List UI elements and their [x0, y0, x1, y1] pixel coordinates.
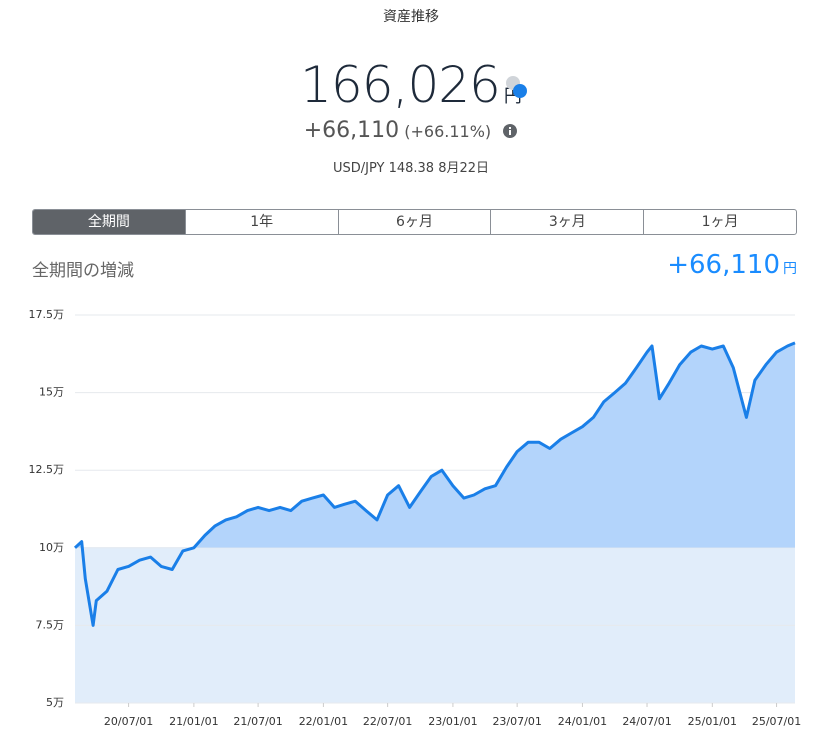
summary-unit: 円 [783, 261, 797, 277]
info-icon[interactable] [502, 123, 518, 139]
summary-value: +66,110 [667, 250, 780, 280]
tab[interactable]: 1ヶ月 [643, 210, 796, 234]
tab[interactable]: 全期間 [33, 210, 185, 234]
tab[interactable]: 3ヶ月 [490, 210, 643, 234]
y-tick-label: 17.5万 [29, 308, 65, 321]
y-tick-label: 5万 [46, 696, 64, 709]
x-tick-label: 21/01/01 [169, 715, 218, 728]
summary-value-row: +66,110 円 [667, 250, 797, 280]
x-tick-label: 25/01/01 [688, 715, 737, 728]
x-tick-label: 23/01/01 [428, 715, 477, 728]
change: +66,110 [303, 118, 400, 143]
tab[interactable]: 1年 [184, 210, 338, 234]
change-pct: (+66.11%) [404, 122, 492, 141]
x-tick-label: 25/07/01 [752, 715, 801, 728]
summary-label: 全期間の増減 [32, 261, 134, 281]
y-tick-label: 7.5万 [36, 618, 65, 631]
y-tick-label: 15万 [39, 386, 64, 399]
change-row: +66,110 (+66.11%) [0, 118, 822, 143]
x-tick-label: 21/07/01 [233, 715, 282, 728]
x-tick-label: 22/01/01 [299, 715, 348, 728]
currency-toggle[interactable] [503, 74, 529, 100]
line [73, 341, 796, 627]
x-tick-label: 24/07/01 [622, 715, 671, 728]
x-tick-label: 20/07/01 [104, 715, 153, 728]
page-title: 資産推移 [383, 9, 439, 25]
x-tick-label: 22/07/01 [363, 715, 412, 728]
tab[interactable]: 6ヶ月 [337, 210, 491, 234]
period-tabs: 全期間 1年 6ヶ月 3ヶ月 1ヶ月 [32, 209, 797, 235]
y-tick-label: 10万 [39, 541, 64, 554]
total: 166,026 [300, 56, 501, 114]
fx-rate: USD/JPY 148.38 8月22日 [332, 161, 490, 176]
x-tick-label: 24/01/01 [558, 715, 607, 728]
total-row: 166,026 円 [0, 56, 822, 114]
x-tick-label: 23/07/01 [492, 715, 541, 728]
y-tick-label: 12.5万 [29, 463, 65, 476]
icon-yen [513, 84, 527, 98]
